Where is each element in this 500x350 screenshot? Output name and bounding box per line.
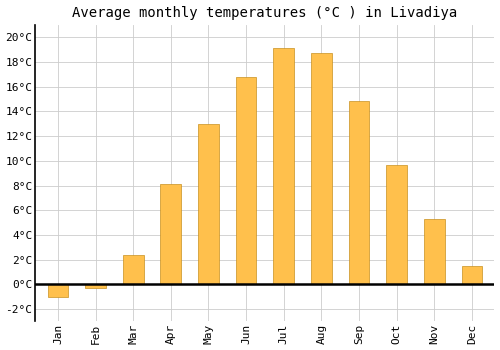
Bar [48, 284, 68, 297]
Bar [311, 53, 332, 284]
Bar [160, 184, 181, 284]
Title: Average monthly temperatures (°C ) in Livadiya: Average monthly temperatures (°C ) in Li… [72, 6, 458, 20]
Bar [274, 48, 294, 284]
Bar [236, 77, 256, 284]
Bar [85, 284, 106, 288]
Bar [348, 102, 370, 284]
Bar [386, 164, 407, 284]
Bar [123, 255, 144, 284]
Bar [424, 219, 444, 284]
Bar [462, 266, 482, 284]
Bar [198, 124, 219, 284]
